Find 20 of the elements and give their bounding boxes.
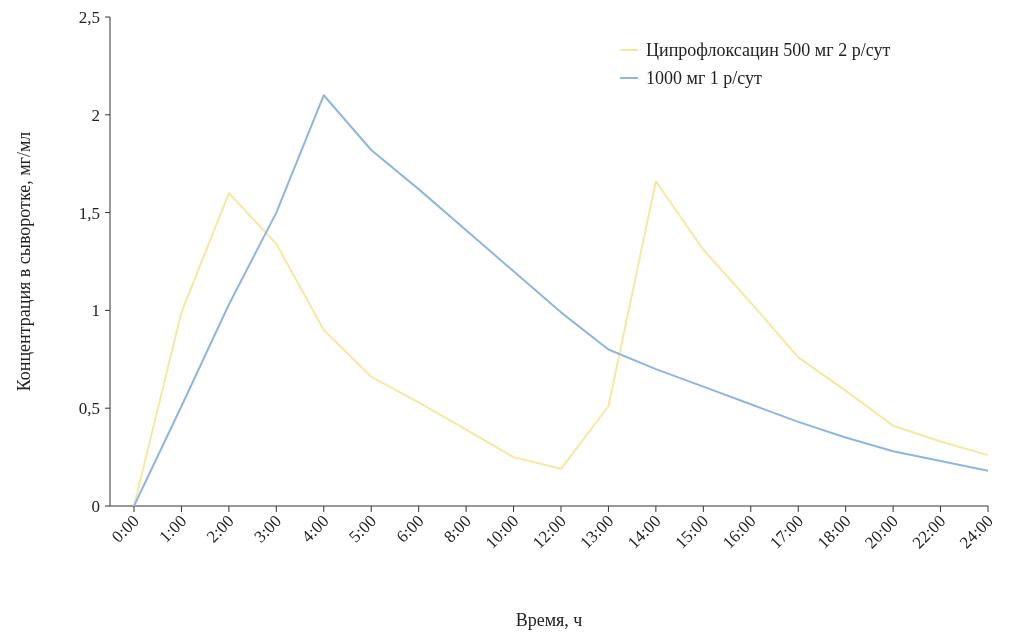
y-tick-label: 2,5 bbox=[78, 7, 100, 27]
legend-label: 1000 мг 1 р/сут bbox=[646, 68, 763, 89]
line-series bbox=[133, 94, 989, 507]
x-tick-label: 6:00 bbox=[392, 511, 428, 547]
y-axis-title: Концентрация в сыворотке, мг/мл bbox=[14, 131, 34, 392]
x-tick-label: 0:00 bbox=[108, 511, 143, 547]
y-tick-label: 1 bbox=[91, 301, 100, 321]
x-tick-label: 5:00 bbox=[345, 511, 381, 547]
x-tick-label: 8:00 bbox=[440, 511, 475, 547]
x-tick-label: 2:00 bbox=[202, 511, 238, 547]
y-tick-label: 1,5 bbox=[78, 203, 100, 223]
x-axis-title: Время, ч bbox=[515, 610, 583, 630]
x-tick-label: 1:00 bbox=[155, 511, 191, 547]
legend-label: Ципрофлоксацин 500 мг 2 р/сут bbox=[646, 40, 891, 61]
y-tick-label: 0 bbox=[91, 496, 100, 516]
x-tick-label: 4:00 bbox=[297, 511, 333, 547]
y-tick-label: 0,5 bbox=[78, 399, 100, 419]
line-series bbox=[133, 180, 989, 507]
y-tick-label: 2 bbox=[91, 105, 100, 125]
x-tick-label: 3:00 bbox=[250, 511, 286, 547]
